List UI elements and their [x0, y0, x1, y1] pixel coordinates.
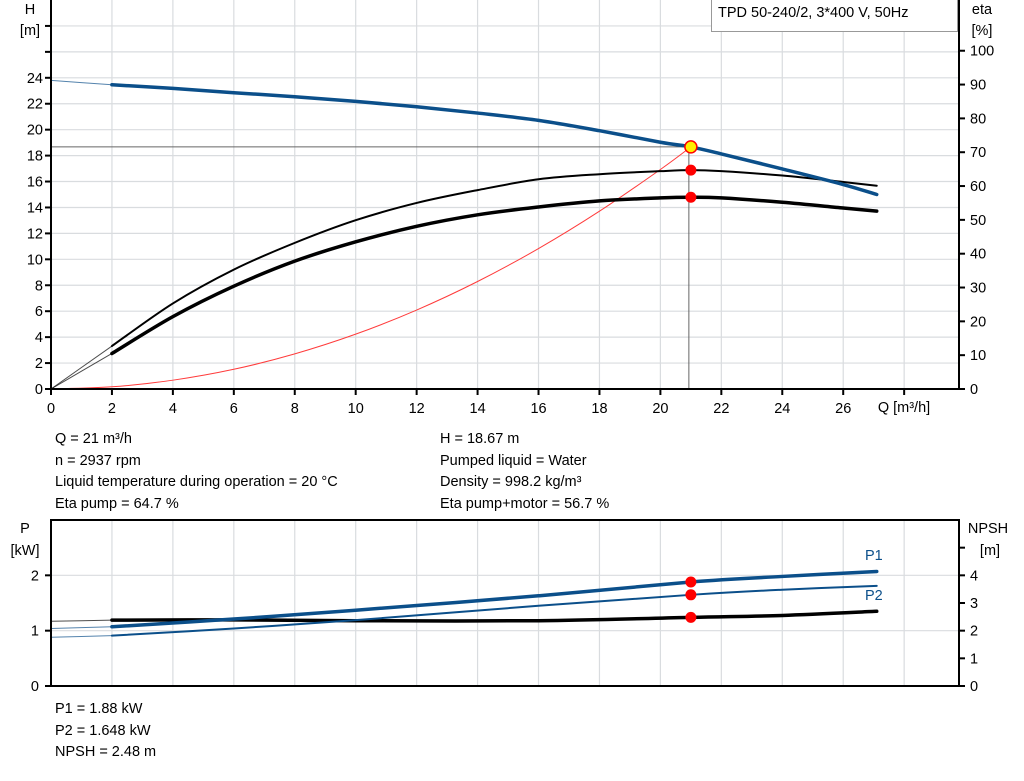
- p2-curve: [110, 584, 878, 637]
- q-tick-label: 26: [835, 401, 851, 417]
- h-tick-label: 24: [27, 71, 43, 87]
- npsh-tick-label: 1: [970, 651, 978, 667]
- h-tick-label: 12: [27, 226, 43, 242]
- p-axis-label-1: P: [20, 521, 30, 537]
- h-axis-label-2: [m]: [20, 23, 40, 39]
- head-curve: [110, 83, 879, 197]
- eta_pump_motor-extension-line: [50, 353, 113, 390]
- h-tick-label: 18: [27, 149, 43, 165]
- q-tick-label: 20: [652, 401, 668, 417]
- h-tick-label: 0: [35, 382, 43, 398]
- npsh-tick-label: 3: [970, 596, 978, 612]
- q-tick-label: 16: [530, 401, 546, 417]
- info-speed: n = 2937 rpm: [55, 452, 141, 469]
- p2-duty-dot: [685, 589, 697, 601]
- eta-tick-label: 0: [970, 382, 978, 398]
- q-tick-label: 0: [47, 401, 55, 417]
- h-tick-label: 2: [35, 356, 43, 372]
- eta-pump-motor-duty-dot: [685, 191, 697, 203]
- p2-curve-label: P2: [865, 588, 883, 604]
- p1-duty-dot: [685, 576, 697, 588]
- eta-axis-label-2: [%]: [972, 23, 993, 39]
- info-bottom: P1 = 1.88 kW P2 = 1.648 kW NPSH = 2.48 m: [55, 699, 156, 764]
- curves: [50, 79, 879, 638]
- eta_pump_motor-curve: [110, 195, 879, 356]
- npsh-axis-label-2: [m]: [980, 543, 1000, 559]
- h-tick-label: 8: [35, 278, 43, 294]
- p1-curve: [110, 569, 879, 629]
- eta-tick-label: 20: [970, 314, 986, 330]
- system-curve: [50, 146, 692, 390]
- info-left: Q = 21 m³/h n = 2937 rpm Liquid temperat…: [55, 429, 338, 515]
- info-npsh: NPSH = 2.48 m: [55, 744, 157, 760]
- info-head: H = 18.67 m: [440, 431, 520, 447]
- npsh-tick-label: 2: [970, 624, 978, 640]
- info-eta-pump-motor: Eta pump+motor = 56.7 %: [440, 495, 610, 512]
- q-tick-label: 14: [470, 401, 486, 417]
- h-tick-label: 20: [27, 123, 43, 139]
- p-tick-label: 1: [31, 624, 39, 640]
- eta-tick-label: 80: [970, 111, 986, 127]
- axes: 0 2 4 6 8 10 12 14 16 18 20 22 24 2602468101214161820…: [27, 0, 994, 695]
- p-tick-label: 2: [31, 568, 39, 584]
- p-tick-label: 0: [31, 679, 39, 695]
- info-liquid: Pumped liquid = Water: [440, 452, 587, 469]
- eta_pump-extension-line: [50, 345, 113, 390]
- eta-axis-label-1: eta: [972, 2, 993, 18]
- pump-title-box: TPD 50-240/2, 3*400 V, 50Hz: [711, 0, 958, 32]
- npsh-duty-dot: [685, 611, 697, 623]
- h-axis-label-1: H: [25, 2, 35, 18]
- h-tick-label: 4: [35, 330, 43, 346]
- h-tick-label: 14: [27, 200, 43, 216]
- npsh-tick-label: 0: [970, 679, 978, 695]
- q-tick-label: 10: [348, 401, 364, 417]
- bottom-plot-frame: [50, 519, 960, 687]
- eta-tick-label: 100: [970, 44, 994, 60]
- eta-tick-label: 30: [970, 281, 986, 297]
- h-tick-label: 22: [27, 97, 43, 113]
- p2-extension-line: [50, 635, 112, 638]
- info-eta-pump: Eta pump = 64.7 %: [55, 495, 179, 512]
- npsh-axis-label-1: NPSH: [968, 521, 1008, 537]
- q-tick-label: 6: [230, 401, 238, 417]
- info-density: Density = 998.2 kg/m³: [440, 474, 582, 490]
- eta_pump-curve: [110, 169, 878, 348]
- q-tick-label: 2: [108, 401, 116, 417]
- info-flow: Q = 21 m³/h: [55, 431, 132, 447]
- q-tick-label: 4: [169, 401, 177, 417]
- p-axis-label-2: [kW]: [11, 543, 40, 559]
- eta-tick-label: 40: [970, 247, 986, 263]
- p1-curve-label: P1: [865, 548, 883, 564]
- q-tick-label: 8: [291, 401, 299, 417]
- head-extension-line: [50, 79, 112, 86]
- h-tick-label: 16: [27, 175, 43, 191]
- eta-tick-label: 10: [970, 348, 986, 364]
- eta-tick-label: 70: [970, 145, 986, 161]
- eta-tick-label: 90: [970, 78, 986, 94]
- eta-pump-duty-dot: [685, 164, 697, 176]
- p1-extension-line: [50, 626, 112, 629]
- q-tick-label: 12: [409, 401, 425, 417]
- h-tick-label: 10: [27, 252, 43, 268]
- duty-point-marker: [684, 140, 698, 154]
- info-right: H = 18.67 m Pumped liquid = Water Densit…: [440, 429, 609, 515]
- q-tick-label: 18: [591, 401, 607, 417]
- bottom-plot-grid: [51, 520, 959, 686]
- eta-tick-label: 60: [970, 179, 986, 195]
- npsh-extension-line: [50, 619, 112, 622]
- npsh-tick-label: 4: [970, 568, 978, 584]
- h-tick-label: 6: [35, 304, 43, 320]
- eta-tick-label: 50: [970, 213, 986, 229]
- info-p2: P2 = 1.648 kW: [55, 722, 151, 739]
- info-p1: P1 = 1.88 kW: [55, 701, 143, 717]
- x-axis-label: Q [m³/h]: [878, 400, 930, 416]
- top-plot-grid: [51, 0, 959, 389]
- info-temperature: Liquid temperature during operation = 20…: [55, 474, 338, 490]
- q-tick-label: 22: [713, 401, 729, 417]
- duty-point-marks: [684, 140, 698, 623]
- q-tick-label: 24: [774, 401, 790, 417]
